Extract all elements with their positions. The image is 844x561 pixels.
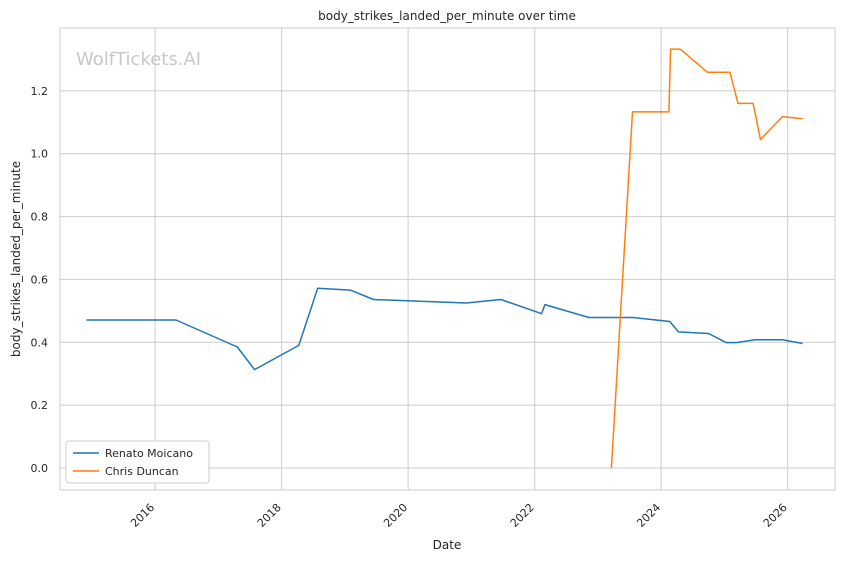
legend-label-chris-duncan: Chris Duncan	[105, 465, 179, 478]
y-tick-label: 0.4	[31, 336, 49, 349]
y-axis-ticks: 0.0 0.2 0.4 0.6 0.8 1.0 1.2	[31, 85, 49, 475]
y-tick-label: 1.2	[31, 85, 49, 98]
x-tick-label: 2022	[508, 501, 537, 530]
series-line-chris-duncan	[610, 48, 803, 469]
x-axis-ticks: 2016 2018 2020 2022 2024 2026	[128, 501, 790, 530]
x-tick-label: 2018	[255, 501, 284, 530]
legend: Renato Moicano Chris Duncan	[65, 440, 210, 484]
y-tick-label: 0.2	[31, 399, 49, 412]
x-tick-label: 2020	[381, 501, 410, 530]
y-axis-label: body_strikes_landed_per_minute	[9, 161, 23, 357]
series-line-renato-moicano	[86, 287, 803, 371]
y-tick-label: 0.8	[31, 211, 49, 224]
plot-area-frame	[59, 27, 836, 491]
y-tick-label: 0.6	[31, 273, 49, 286]
grid	[60, 28, 835, 490]
series-layer	[86, 48, 803, 469]
y-tick-label: 0.0	[31, 462, 49, 475]
legend-label-renato-moicano: Renato Moicano	[105, 447, 193, 460]
chart-title: body_strikes_landed_per_minute over time	[318, 9, 576, 23]
y-tick-label: 1.0	[31, 148, 49, 161]
x-tick-label: 2026	[761, 501, 790, 530]
watermark: WolfTickets.AI	[76, 49, 201, 70]
x-tick-label: 2016	[128, 501, 157, 530]
legend-frame	[65, 440, 210, 484]
x-tick-label: 2024	[634, 501, 663, 530]
x-axis-label: Date	[433, 538, 462, 552]
